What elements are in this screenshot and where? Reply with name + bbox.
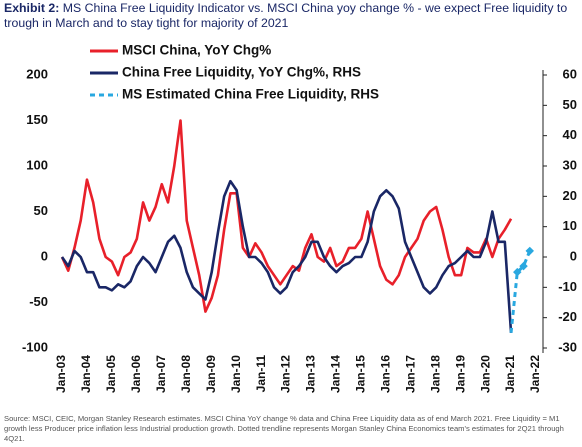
y-tick-label: -50 <box>29 294 48 309</box>
x-tick-label: Jan-15 <box>354 355 368 393</box>
x-tick-label: Jan-09 <box>204 355 218 393</box>
x-tick-label: Jan-11 <box>254 355 268 393</box>
chart-title: MS China Free Liquidity Indicator vs. MS… <box>4 1 568 30</box>
y-tick-label: 200 <box>26 66 48 81</box>
x-tick-label: Jan-08 <box>179 355 193 393</box>
estimate-marker <box>513 267 522 277</box>
title-block: Exhibit 2: MS China Free Liquidity Indic… <box>4 1 578 31</box>
series-line <box>60 179 513 333</box>
legend-label: MSCI China, YoY Chg% <box>122 43 271 58</box>
x-tick-label: Jan-17 <box>403 355 417 393</box>
x-tick-label: Jan-14 <box>329 355 343 393</box>
y2-tick-label: 60 <box>563 66 577 81</box>
y2-tick-label: -10 <box>558 279 577 294</box>
chart: -100-50050100150200-30-20-10010203040506… <box>22 43 577 393</box>
legend-label: MS Estimated China Free Liquidity, RHS <box>122 87 379 102</box>
y2-tick-label: 10 <box>563 218 577 233</box>
y2-tick-label: -30 <box>558 339 577 354</box>
y-tick-label: -100 <box>22 339 48 354</box>
x-tick-label: Jan-05 <box>104 355 118 393</box>
x-tick-label: Jan-13 <box>304 355 318 393</box>
estimate-marker <box>525 246 535 256</box>
x-tick-label: Jan-19 <box>453 355 467 393</box>
y2-tick-label: 40 <box>563 127 577 142</box>
series-line <box>509 250 532 333</box>
x-tick-label: Jan-04 <box>79 355 93 393</box>
y2-tick-label: 50 <box>563 97 577 112</box>
x-tick-label: Jan-03 <box>54 355 68 393</box>
legend-label: China Free Liquidity, YoY Chg%, RHS <box>122 65 361 80</box>
source-note: Source: MSCI, CEIC, Morgan Stanley Resea… <box>4 414 564 443</box>
series-line <box>60 119 513 313</box>
x-tick-label: Jan-07 <box>154 355 168 393</box>
x-tick-label: Jan-06 <box>129 355 143 393</box>
x-tick-label: Jan-10 <box>229 355 243 393</box>
y2-tick-label: 0 <box>570 248 577 263</box>
estimate-marker <box>519 261 528 271</box>
x-tick-label: Jan-12 <box>279 355 293 393</box>
y-tick-label: 50 <box>34 203 48 218</box>
y2-tick-label: -20 <box>558 309 577 324</box>
y-tick-label: 100 <box>26 157 48 172</box>
x-tick-label: Jan-18 <box>428 355 442 393</box>
y-tick-label: 0 <box>41 248 48 263</box>
x-tick-label: Jan-16 <box>378 355 392 393</box>
y-tick-label: 150 <box>26 112 48 127</box>
x-tick-label: Jan-22 <box>528 355 542 393</box>
exhibit-label: Exhibit 2: <box>4 1 60 15</box>
x-tick-label: Jan-20 <box>478 355 492 393</box>
x-tick-label: Jan-21 <box>503 355 517 393</box>
y2-tick-label: 20 <box>563 188 577 203</box>
y2-tick-label: 30 <box>563 157 577 172</box>
